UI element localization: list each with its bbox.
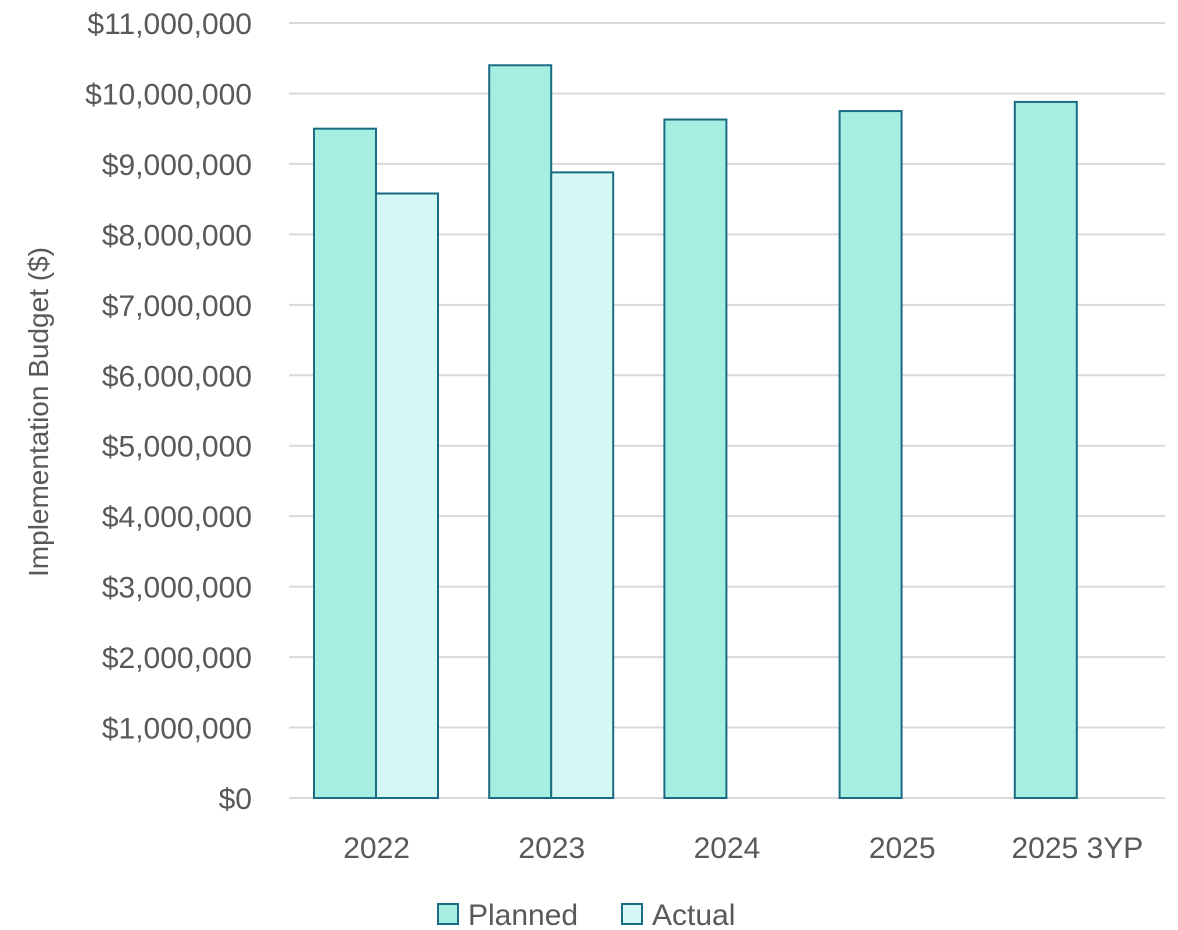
- x-tick-label: 2022: [343, 832, 410, 865]
- y-tick-label: $5,000,000: [102, 431, 252, 464]
- y-tick-label: $6,000,000: [102, 360, 252, 393]
- y-tick-label: $4,000,000: [102, 501, 252, 534]
- y-tick-label: $2,000,000: [102, 642, 252, 675]
- legend-swatch-actual: [621, 903, 643, 925]
- x-tick-label: 2023: [518, 832, 585, 865]
- y-tick-label: $9,000,000: [102, 149, 252, 182]
- legend-swatch-planned: [437, 903, 459, 925]
- bar-planned-2024: [663, 118, 728, 800]
- y-tick-label: $7,000,000: [102, 290, 252, 323]
- x-tick-label: 2024: [694, 832, 761, 865]
- y-tick-label: $11,000,000: [87, 8, 252, 41]
- y-tick-label: $0: [219, 783, 252, 816]
- y-tick-label: $8,000,000: [102, 219, 252, 252]
- bars: [313, 64, 1078, 800]
- y-tick-label: $3,000,000: [102, 572, 252, 605]
- bar-planned-2023: [488, 64, 553, 800]
- x-axis-ticks: 2022 2023 2024 2025 2025 3YP: [343, 832, 1143, 865]
- bar-actual-2022: [375, 192, 439, 799]
- y-axis-title: Implementation Budget ($): [23, 247, 54, 577]
- y-tick-label: $10,000,000: [85, 78, 252, 111]
- y-axis-ticks: $0 $1,000,000 $2,000,000 $3,000,000 $4,000,0…: [85, 8, 252, 816]
- legend-label-planned: Planned: [468, 899, 578, 930]
- bar-actual-2023: [550, 171, 615, 799]
- x-tick-label: 2025: [869, 832, 936, 865]
- bar-planned-2025: [838, 110, 903, 800]
- bar-planned-2025-3yp: [1013, 100, 1078, 799]
- bar-planned-2022: [313, 127, 377, 799]
- legend: Planned Actual: [437, 899, 735, 930]
- legend-label-actual: Actual: [652, 899, 735, 930]
- x-tick-label: 2025 3YP: [1012, 832, 1144, 865]
- y-tick-label: $1,000,000: [102, 713, 252, 746]
